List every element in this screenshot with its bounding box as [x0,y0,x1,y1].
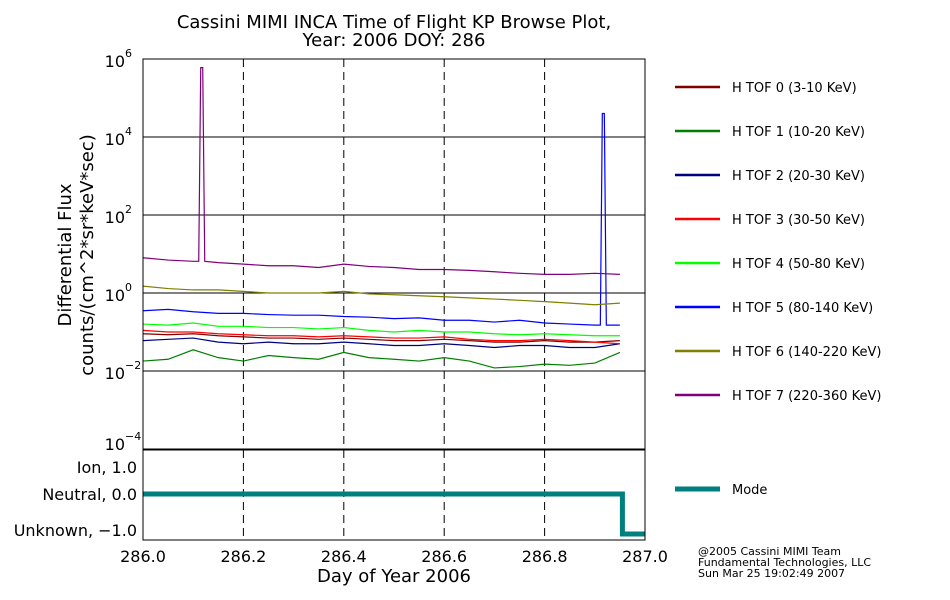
y-tick-label: 10 [105,286,125,305]
y-tick-label: 10 [105,130,125,149]
y-tick-label: 10 [105,208,125,227]
y-tick-exponent: 2 [125,203,132,216]
legend-label-tof-3: H TOF 3 (30-50 KeV) [732,213,865,228]
legend-label-tof-7: H TOF 7 (220-360 KeV) [732,389,881,404]
y-tick-exponent: −2 [125,359,141,372]
series-line-tof-5 [142,112,620,326]
chart-title: Cassini MIMI INCA Time of Flight KP Brow… [177,12,611,33]
series-line-tof-1 [142,349,621,369]
series-line-tof-3 [142,329,620,345]
x-tick-label: 286.6 [421,547,467,566]
mode-line [143,491,645,537]
mode-y-tick-label: Neutral, 0.0 [42,485,137,504]
series-line-tof-7 [142,67,620,275]
x-tick-label: 286.4 [321,547,367,566]
x-tick-label: 286.0 [120,547,166,566]
series-line-tof-0 [142,333,620,343]
x-tick-label: 287.0 [622,547,668,566]
legend-label-tof-6: H TOF 6 (140-220 KeV) [732,345,881,360]
y-tick-label: 10 [105,52,125,71]
mode-y-tick-label: Ion, 1.0 [77,458,137,477]
mode-y-tick-label: Unknown, −1.0 [14,521,137,540]
x-tick-label: 286.2 [220,547,266,566]
legend-label-tof-0: H TOF 0 (3-10 KeV) [732,81,857,96]
footer-company: Fundamental Technologies, LLC [698,556,871,569]
chart-subtitle: Year: 2006 DOY: 286 [302,30,486,51]
legend-label-mode: Mode [732,483,767,498]
y-tick-exponent: 6 [125,47,132,60]
series-line-tof-4 [142,322,620,337]
legend-label-tof-5: H TOF 5 (80-140 KeV) [732,301,873,316]
y-axis-label-1: Differential Flux [55,183,76,326]
legend-label-tof-1: H TOF 1 (10-20 KeV) [732,125,865,140]
flux-panel-frame [142,58,646,450]
y-tick-exponent: −4 [125,430,141,443]
y-tick-exponent: 0 [125,281,132,294]
footer-copyright: @2005 Cassini MIMI Team [698,545,841,558]
mode-panel-frame [142,449,646,541]
series-line-tof-6 [142,285,620,306]
y-axis-label-2: counts/(cm^2*sr*keV*sec) [77,134,98,376]
x-axis-label: Day of Year 2006 [317,566,471,587]
series-line-tof-2 [142,337,620,349]
y-tick-exponent: 4 [125,125,132,138]
y-tick-label: 10 [105,364,125,383]
legend-label-tof-4: H TOF 4 (50-80 KeV) [732,257,865,272]
footer-date: Sun Mar 25 19:02:49 2007 [698,567,845,580]
y-tick-label: 10 [105,435,125,454]
legend-label-tof-2: H TOF 2 (20-30 KeV) [732,169,865,184]
x-tick-label: 286.8 [522,547,568,566]
